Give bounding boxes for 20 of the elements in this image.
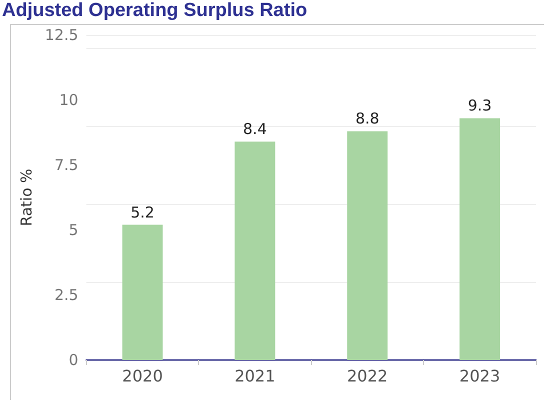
x-tick-label: 2020 (122, 366, 163, 386)
bar (460, 118, 500, 360)
bar (347, 131, 388, 360)
y-axis-title: Ratio % (18, 168, 36, 226)
data-label: 9.3 (468, 96, 492, 115)
bar (122, 224, 163, 360)
chart-title: Adjusted Operating Surplus Ratio (1, 0, 308, 22)
y-tick-label: 2.5 (54, 286, 78, 304)
y-tick-label: 0 (68, 351, 78, 369)
y-tick-label: 12.5 (44, 26, 78, 44)
data-label: 8.4 (243, 120, 267, 138)
y-tick-label: 7.5 (54, 156, 78, 174)
x-tick-label: 2022 (347, 366, 388, 386)
data-label: 8.8 (355, 110, 380, 128)
y-tick-label: 5 (68, 221, 78, 239)
bar (234, 142, 276, 360)
x-tick-label: 2023 (459, 366, 500, 386)
data-label: 5.2 (130, 203, 154, 222)
y-tick-label: 10 (59, 91, 78, 109)
x-tick-label: 2021 (234, 366, 276, 386)
